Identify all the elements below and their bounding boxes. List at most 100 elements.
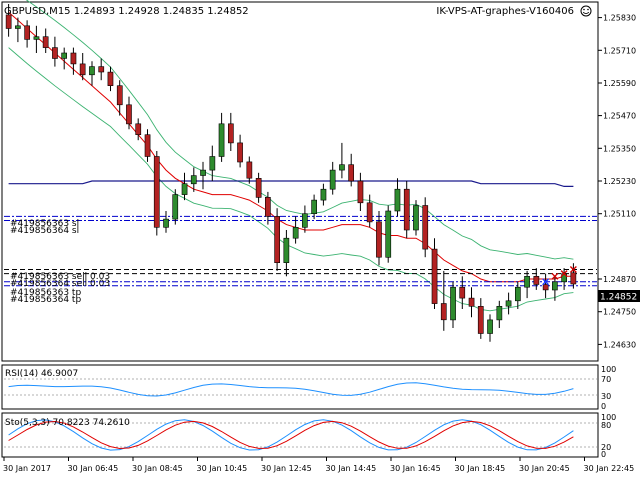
price-tick-label: 1.25590 <box>603 79 636 88</box>
candle-body <box>385 210 392 258</box>
candle-27 <box>246 156 253 184</box>
smiley-face-icon[interactable] <box>580 5 592 17</box>
price-tick-label: 1.25230 <box>603 177 636 186</box>
time-tick-label: 30 Jan 16:45 <box>390 464 441 473</box>
candle-44 <box>403 181 410 239</box>
candle-56 <box>514 281 521 309</box>
candlestick-series <box>5 4 577 342</box>
candle-body <box>514 286 521 302</box>
candle-body <box>153 156 160 228</box>
level-label-sell-1: #419856363 sell 0.03 <box>10 272 110 282</box>
candle-body <box>431 248 438 304</box>
trade-marker-4 <box>551 272 559 280</box>
candle-body <box>246 161 253 179</box>
candle-body <box>422 205 429 250</box>
time-tick-label: 30 Jan 14:45 <box>326 464 377 473</box>
candle-3 <box>24 20 31 48</box>
time-tick-label: 30 Jan 18:45 <box>455 464 506 473</box>
sto-tick-100: 100 <box>601 413 616 422</box>
candle-32 <box>292 216 299 244</box>
candle-33 <box>301 205 308 233</box>
candle-29 <box>264 191 271 225</box>
candle-45 <box>413 200 419 236</box>
candle-22 <box>200 161 206 190</box>
candle-14 <box>126 96 132 130</box>
time-tick-label: 30 Jan 06:45 <box>68 464 119 473</box>
candle-37 <box>339 142 345 179</box>
candle-body <box>274 216 281 263</box>
candle-body <box>237 142 243 163</box>
candle-16 <box>144 129 151 162</box>
candle-body <box>403 188 410 231</box>
candle-15 <box>135 118 142 141</box>
candle-body <box>542 284 549 291</box>
trade-marker-2 <box>569 266 577 273</box>
candle-body <box>413 205 419 231</box>
sto-tick-80: 80 <box>601 421 611 430</box>
trade-marker-1 <box>560 270 568 278</box>
candle-34 <box>311 194 318 220</box>
ma-blue-line <box>8 180 574 187</box>
expert-name-label: IK-VPS-AT-graphes-V160406 <box>436 6 574 17</box>
price-tick-label: 1.24630 <box>603 340 636 349</box>
candle-54 <box>496 300 503 328</box>
sto-tick-20: 20 <box>601 443 611 452</box>
order-level-lines <box>4 215 597 287</box>
candle-11 <box>98 58 105 81</box>
rsi-tick-0: 0 <box>601 402 606 411</box>
rsi-tick-100: 100 <box>601 365 616 374</box>
candle-body <box>283 237 290 263</box>
candle-59 <box>542 273 549 299</box>
candle-body <box>135 123 142 136</box>
level-label-sl-2: #419856364 sl <box>10 226 79 236</box>
candle-body <box>496 305 503 321</box>
candle-41 <box>376 211 382 266</box>
candle-body <box>524 275 530 288</box>
candle-body <box>15 25 21 29</box>
candle-body <box>264 197 271 217</box>
candle-6 <box>52 36 58 67</box>
level-label-tp-2: #419856364 tp <box>10 295 81 305</box>
rsi-line <box>8 382 574 397</box>
symbol-info-label: GBPUSD,M15 1.24893 1.24928 1.24835 1.248… <box>4 6 249 17</box>
candle-4 <box>33 25 40 53</box>
candle-body <box>376 221 382 258</box>
rsi-tick-70: 70 <box>601 375 611 384</box>
candle-body <box>98 66 105 73</box>
candle-body <box>89 66 95 76</box>
candle-body <box>348 164 355 182</box>
candle-7 <box>61 47 67 70</box>
bollinger-upper-line <box>25 0 574 260</box>
candle-49 <box>450 281 456 328</box>
level-label-sl-1: #419856363 sl <box>10 219 79 229</box>
rsi-indicator-line <box>4 378 597 397</box>
candle-20 <box>181 172 188 201</box>
candle-body <box>70 52 77 65</box>
candle-28 <box>255 172 262 203</box>
candle-body <box>292 227 299 239</box>
candle-body <box>301 213 308 228</box>
stochastic-label: Sto(5,3,3) 70.8223 74.2610 <box>5 418 130 428</box>
candle-5 <box>42 28 49 53</box>
candle-10 <box>89 61 95 86</box>
candle-2 <box>15 17 21 43</box>
time-tick-label: 30 Jan 22:45 <box>584 464 635 473</box>
candle-body <box>394 188 401 212</box>
rsi-panel-frame <box>1 364 599 410</box>
candle-9 <box>79 53 86 81</box>
candle-13 <box>116 80 123 116</box>
candle-body <box>61 52 67 59</box>
price-tick-label: 1.25470 <box>603 112 636 121</box>
price-tick-label: 1.24750 <box>603 308 636 317</box>
ma-red-line <box>8 11 574 283</box>
rsi-tick-30: 30 <box>601 392 611 401</box>
candle-60 <box>551 276 558 301</box>
candle-body <box>459 286 466 299</box>
candle-25 <box>228 112 234 151</box>
candle-21 <box>190 167 197 192</box>
candle-body <box>200 169 206 176</box>
price-tick-label: 1.25710 <box>603 46 636 55</box>
price-tick-label: 1.25350 <box>603 144 636 153</box>
